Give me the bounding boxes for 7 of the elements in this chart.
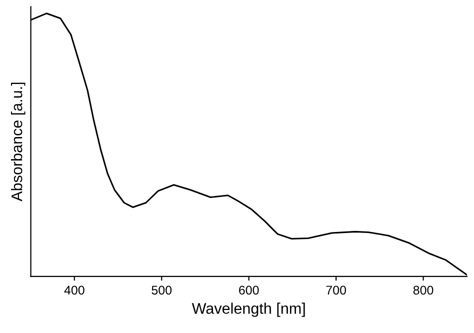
x-tick-label: 700 (326, 286, 346, 295)
y-axis-title: Absorbance [a.u.] (11, 82, 26, 202)
x-tick-label: 800 (413, 286, 434, 295)
x-tick-label: 400 (64, 286, 84, 295)
x-axis-title: Wavelength [nm] (192, 302, 305, 317)
x-tick-label: 600 (239, 286, 259, 295)
x-tick-label: 500 (152, 286, 172, 295)
